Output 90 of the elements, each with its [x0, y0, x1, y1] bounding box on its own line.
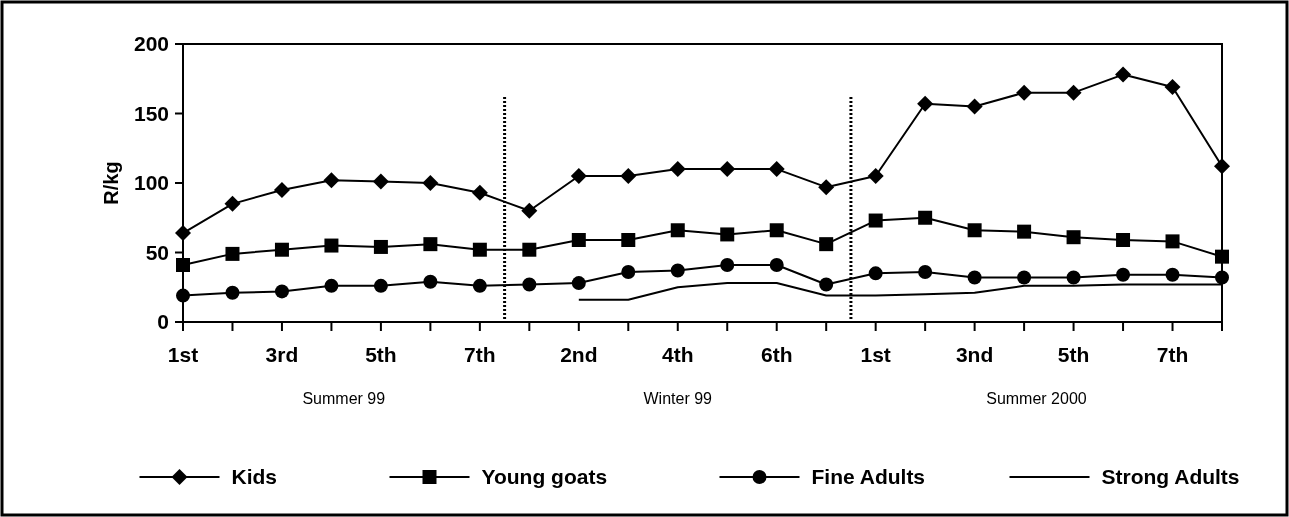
y-tick-label: 150	[133, 101, 169, 125]
point	[225, 246, 240, 261]
point	[621, 264, 636, 279]
point	[918, 210, 933, 225]
x-tick-label: 7th	[464, 343, 496, 366]
point	[819, 237, 834, 252]
text: Summer 2000	[986, 390, 1087, 407]
point	[967, 270, 982, 285]
x-tick-label: 6th	[760, 343, 793, 366]
point	[769, 258, 784, 272]
point	[571, 276, 586, 291]
point	[819, 277, 834, 292]
point	[967, 223, 982, 238]
x-tick-label: 1st	[860, 343, 891, 366]
point	[422, 175, 439, 191]
point	[1066, 230, 1081, 245]
point	[471, 184, 488, 201]
point	[868, 213, 883, 228]
point	[720, 227, 735, 242]
point	[521, 202, 538, 219]
point	[423, 274, 438, 289]
point	[768, 161, 785, 178]
point	[670, 263, 685, 278]
point	[621, 232, 636, 247]
point	[176, 258, 190, 273]
legend-label: Young goats	[481, 465, 608, 489]
point	[1165, 234, 1180, 249]
point	[472, 278, 487, 293]
point	[1165, 267, 1180, 282]
point	[1016, 84, 1033, 101]
point	[1116, 267, 1131, 282]
point	[1214, 158, 1230, 175]
y-tick-label: 50	[145, 240, 169, 264]
point	[818, 179, 835, 196]
point	[472, 242, 487, 257]
point	[669, 161, 686, 178]
point	[324, 278, 339, 293]
text: Summer 99	[302, 390, 386, 407]
point	[273, 181, 290, 198]
point	[274, 242, 289, 257]
x-tick-label: 5th	[1057, 343, 1090, 366]
point	[176, 288, 190, 303]
point	[522, 242, 537, 257]
x-tick-label: 3rd	[265, 343, 299, 366]
point	[966, 98, 983, 115]
point	[423, 237, 438, 252]
x-tick-label: 4th	[662, 343, 694, 366]
point	[867, 168, 884, 185]
point	[1164, 79, 1181, 96]
point	[224, 195, 241, 212]
point	[324, 238, 339, 253]
point	[917, 95, 934, 112]
x-tick-label: 3nd	[955, 343, 994, 366]
point	[570, 168, 587, 185]
point	[372, 173, 389, 190]
point	[1215, 270, 1229, 285]
legend-label: Strong Adults	[1101, 465, 1240, 489]
x-tick-label: 2nd	[560, 343, 598, 366]
point	[1116, 232, 1131, 247]
point	[1066, 270, 1081, 285]
point	[175, 225, 191, 242]
y-tick-label: 0	[157, 310, 169, 334]
point	[918, 264, 933, 279]
point	[769, 223, 784, 238]
point	[522, 277, 537, 292]
point	[868, 266, 883, 281]
text: Winter 99	[643, 390, 713, 407]
point	[1115, 66, 1132, 83]
point	[225, 285, 240, 300]
point	[1017, 270, 1032, 285]
point	[720, 258, 735, 272]
point	[719, 161, 736, 178]
point	[1017, 224, 1032, 239]
point	[1065, 84, 1082, 101]
point	[323, 172, 340, 189]
legend-label: Kids	[231, 465, 278, 489]
y-tick-label: 100	[133, 171, 169, 195]
point	[571, 232, 586, 247]
point	[274, 284, 289, 299]
x-tick-label: 7th	[1156, 343, 1189, 366]
x-tick-label: 1st	[167, 343, 199, 366]
y-tick-label: 200	[133, 32, 169, 56]
point	[670, 223, 685, 238]
point	[620, 168, 637, 185]
point	[373, 278, 388, 293]
x-tick-label: 5th	[365, 343, 397, 366]
legend-label: Fine Adults	[811, 465, 926, 489]
point	[1215, 249, 1229, 264]
point	[373, 239, 388, 254]
y-axis-title: R/kg	[100, 161, 122, 205]
